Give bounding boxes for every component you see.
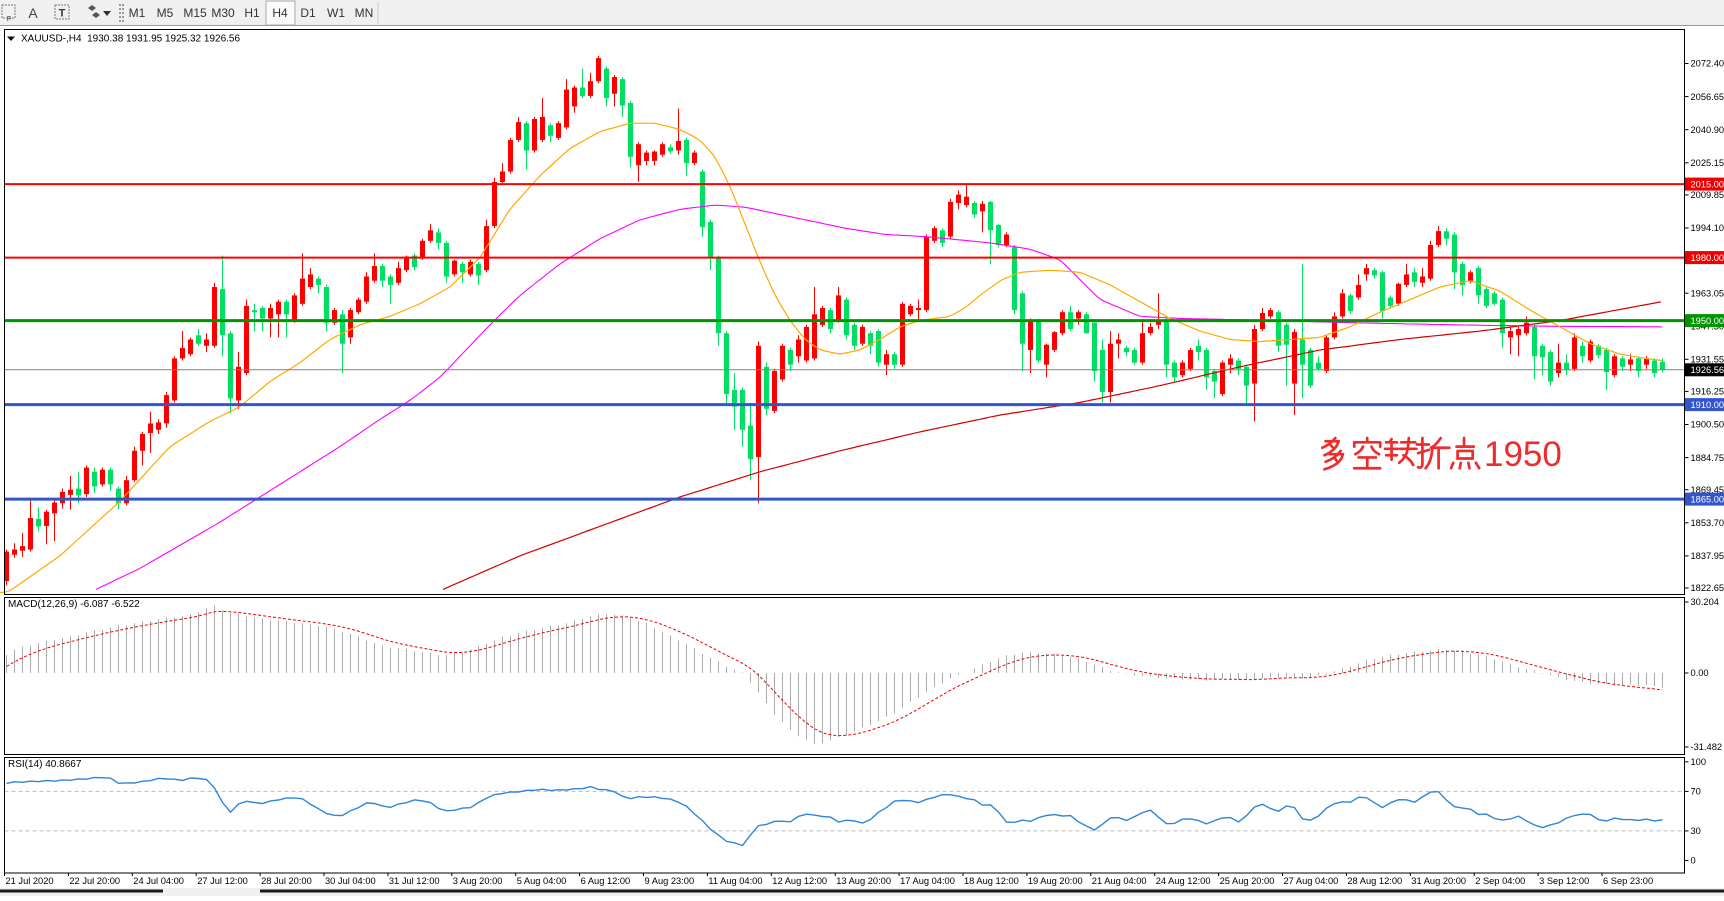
svg-text:F: F [7,16,11,23]
svg-text:1931.55: 1931.55 [1691,355,1724,365]
svg-text:1950.00: 1950.00 [1691,316,1724,326]
svg-text:24 Aug 12:00: 24 Aug 12:00 [1156,876,1211,886]
svg-text:1884.75: 1884.75 [1691,453,1724,463]
svg-text:XAUUSD-,H4 1930.38 1931.95 19: XAUUSD-,H4 1930.38 1931.95 1925.32 1926.… [21,34,240,45]
svg-text:1865.00: 1865.00 [1691,494,1724,504]
svg-text:H1: H1 [244,6,260,20]
svg-text:0: 0 [1691,856,1696,866]
svg-text:6 Sep 23:00: 6 Sep 23:00 [1603,876,1653,886]
svg-text:70: 70 [1691,787,1701,797]
svg-text:100: 100 [1691,757,1707,767]
svg-text:2072.40: 2072.40 [1691,59,1724,69]
svg-text:1926.56: 1926.56 [1691,365,1724,375]
svg-text:2040.90: 2040.90 [1691,125,1724,135]
svg-text:2 Sep 04:00: 2 Sep 04:00 [1475,876,1525,886]
svg-text:1837.95: 1837.95 [1691,551,1724,561]
svg-text:18 Aug 12:00: 18 Aug 12:00 [964,876,1019,886]
svg-text:12 Aug 12:00: 12 Aug 12:00 [772,876,827,886]
svg-text:28 Jul 20:00: 28 Jul 20:00 [261,876,312,886]
svg-text:MN: MN [355,6,374,20]
svg-text:M15: M15 [183,6,207,20]
svg-text:T: T [59,8,66,20]
svg-text:M30: M30 [211,6,235,20]
svg-text:1910.00: 1910.00 [1691,400,1724,410]
svg-text:21 Jul 2020: 21 Jul 2020 [6,876,54,886]
svg-text:1980.00: 1980.00 [1691,253,1724,263]
svg-text:31 Jul 12:00: 31 Jul 12:00 [389,876,440,886]
svg-text:27 Aug 04:00: 27 Aug 04:00 [1284,876,1339,886]
svg-text:28 Aug 12:00: 28 Aug 12:00 [1347,876,1402,886]
svg-text:1963.05: 1963.05 [1691,288,1724,298]
svg-text:W1: W1 [327,6,345,20]
svg-text:5 Aug 04:00: 5 Aug 04:00 [517,876,567,886]
svg-text:0.00: 0.00 [1691,668,1709,678]
svg-text:M5: M5 [157,6,174,20]
svg-text:30: 30 [1691,826,1701,836]
svg-text:MACD(12,26,9) -6.087 -6.522: MACD(12,26,9) -6.087 -6.522 [8,599,140,610]
svg-text:25 Aug 20:00: 25 Aug 20:00 [1220,876,1275,886]
svg-text:-31.482: -31.482 [1691,742,1723,752]
svg-text:24 Jul 04:00: 24 Jul 04:00 [133,876,184,886]
svg-text:1916.25: 1916.25 [1691,387,1724,397]
svg-text:2056.65: 2056.65 [1691,92,1724,102]
svg-text:27 Jul 12:00: 27 Jul 12:00 [197,876,248,886]
svg-text:1994.10: 1994.10 [1691,223,1724,233]
svg-text:RSI(14) 40.8667: RSI(14) 40.8667 [8,759,82,770]
svg-text:3 Sep 12:00: 3 Sep 12:00 [1539,876,1589,886]
svg-text:11 Aug 04:00: 11 Aug 04:00 [708,876,762,886]
svg-text:3 Aug 20:00: 3 Aug 20:00 [453,876,503,886]
svg-text:21 Aug 04:00: 21 Aug 04:00 [1092,876,1147,886]
svg-text:2015.00: 2015.00 [1691,179,1724,189]
svg-text:1853.70: 1853.70 [1691,518,1724,528]
svg-text:6 Aug 12:00: 6 Aug 12:00 [581,876,631,886]
svg-text:1822.65: 1822.65 [1691,583,1724,593]
svg-text:1950: 1950 [1484,435,1562,474]
svg-text:13 Aug 20:00: 13 Aug 20:00 [836,876,891,886]
svg-text:A: A [28,5,38,21]
svg-text:30 Jul 04:00: 30 Jul 04:00 [325,876,376,886]
svg-text:31 Aug 20:00: 31 Aug 20:00 [1411,876,1466,886]
svg-text:1900.50: 1900.50 [1691,420,1724,430]
svg-text:M1: M1 [129,6,146,20]
svg-text:2025.15: 2025.15 [1691,158,1724,168]
svg-text:17 Aug 04:00: 17 Aug 04:00 [900,876,955,886]
svg-text:30.204: 30.204 [1691,597,1719,607]
svg-text:2009.85: 2009.85 [1691,190,1724,200]
svg-text:9 Aug 23:00: 9 Aug 23:00 [645,876,695,886]
svg-text:22 Jul 20:00: 22 Jul 20:00 [69,876,120,886]
svg-text:19 Aug 20:00: 19 Aug 20:00 [1028,876,1083,886]
svg-text:H4: H4 [272,6,288,20]
svg-text:D1: D1 [300,6,316,20]
